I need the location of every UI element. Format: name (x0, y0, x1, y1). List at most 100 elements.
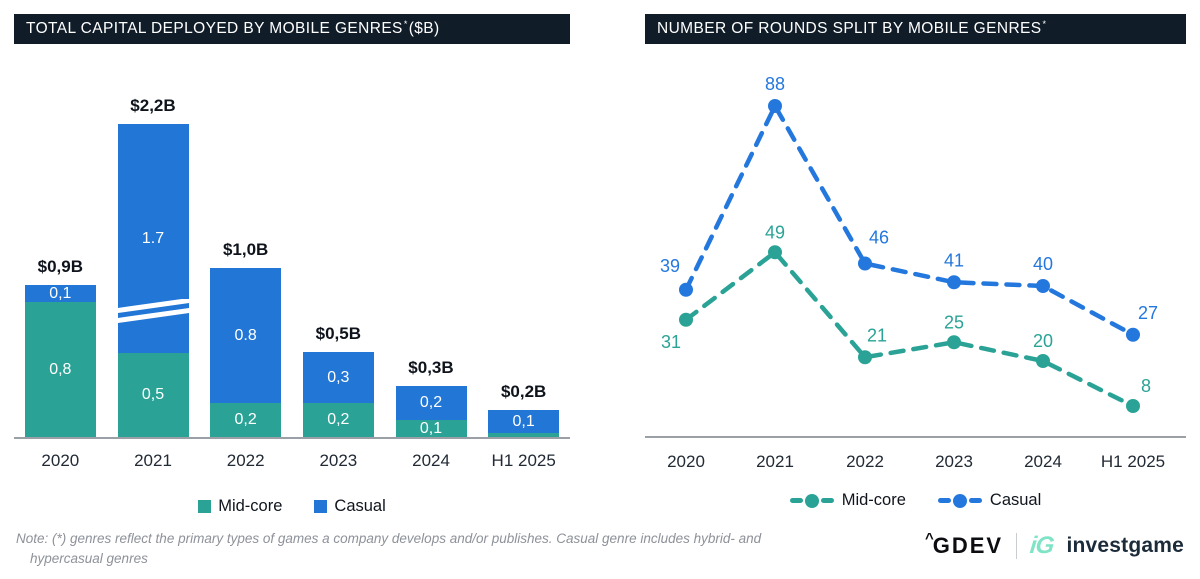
bar-total-2020: $0,9B (37, 257, 84, 276)
left-chart-title: TOTAL CAPITAL DEPLOYED BY MOBILE GENRES *… (14, 14, 570, 44)
legend-swatch (314, 500, 328, 513)
data-point-casual (947, 275, 961, 290)
legend-line-glyph (937, 493, 982, 508)
bar-value-label: 0,3 (327, 368, 350, 386)
x-tick-label: 2022 (226, 451, 265, 470)
right-title-text: NUMBER OF ROUNDS SPLIT BY MOBILE GENRES (657, 20, 1042, 37)
legend-item-mid-core: Mid-core (198, 497, 282, 516)
bar-segment-casual-2022: 0.8 (210, 268, 282, 403)
x-tick-label: 2023 (935, 452, 973, 471)
x-tick-label: H1 2025 (491, 451, 556, 470)
data-point-casual (768, 99, 782, 113)
point-value-label: 88 (765, 74, 785, 94)
point-value-label: 25 (944, 312, 964, 332)
legend-line-glyph (789, 493, 834, 508)
bar-segment-mid-core-2023: 0,2 (302, 403, 374, 437)
data-point-mid-core (768, 245, 782, 260)
bar-segment-mid-core-2022: 0,2 (210, 403, 282, 437)
bar-value-label: 0.8 (234, 326, 257, 344)
rounds-chart-panel: NUMBER OF ROUNDS SPLIT BY MOBILE GENRES *… (645, 14, 1186, 510)
bar-value-label: 0,2 (419, 394, 443, 411)
bar-value-label: 0,1 (49, 284, 72, 302)
x-tick-label: 2024 (412, 451, 450, 470)
data-point-mid-core (1126, 399, 1140, 413)
data-point-casual (1126, 327, 1140, 342)
point-value-label: 31 (661, 332, 681, 352)
data-point-casual (679, 282, 693, 297)
x-tick-label: 2022 (846, 452, 884, 471)
bar-segment-casual-2020: 0,1 (24, 284, 96, 302)
logo-divider (1016, 533, 1018, 559)
capital-chart-panel: TOTAL CAPITAL DEPLOYED BY MOBILE GENRES *… (14, 14, 570, 516)
x-tick-label: 2024 (1024, 452, 1062, 471)
bar-segment-mid-core-2024: 0,1 (395, 419, 467, 437)
point-value-label: 27 (1138, 303, 1158, 323)
line-chart-legend: Mid-core Casual (645, 491, 1186, 510)
data-point-casual (858, 256, 872, 271)
bar-chart-legend: Mid-core Casual (14, 497, 570, 516)
bar-segment-casual-2023: 0,3 (302, 352, 374, 403)
bar-value-label: 0,8 (49, 360, 72, 378)
bar-segment-casual-2024: 0,2 (395, 386, 467, 420)
capital-bar-chart: 0,8 0,1 $0,9B 0,5 1.7 $2,2B 0,2 0.8 $1,0B 0,2 0,3 $… (14, 44, 570, 439)
legend-item-mid-core: Mid-core (789, 491, 906, 510)
bar-value-label: 0,2 (327, 411, 350, 428)
 (937, 498, 951, 503)
bar-total-2024: $0,3B (408, 358, 454, 377)
data-point-mid-core (679, 312, 693, 327)
bar-segment-mid-core-h1-2025 (488, 433, 560, 437)
legend-swatch (198, 500, 212, 513)
 (952, 493, 967, 508)
bar-segment-casual-2021: 1.7 (116, 124, 190, 353)
point-value-label: 40 (1033, 254, 1053, 274)
 (820, 498, 834, 503)
axis-break-mark (116, 299, 190, 329)
investgame-logo-text: investgame (1066, 534, 1184, 557)
legend-item-casual: Casual (314, 497, 386, 516)
point-value-label: 41 (944, 250, 964, 270)
bar-x-axis-labels: 2020 2021 2022 2023 2024 H1 2025 (14, 451, 570, 471)
bar-total-2022: $1,0B (222, 240, 269, 259)
bar-value-label: 0,1 (512, 412, 535, 430)
footnote: Note: (*) genres reflect the primary typ… (16, 531, 762, 567)
bar-value-label: 0,1 (419, 419, 443, 437)
footnote-asterisk: * (1042, 19, 1047, 29)
bar-total-2021: $2,2B (130, 96, 176, 115)
footnote-asterisk: * (403, 19, 408, 29)
x-tick-label: 2021 (134, 451, 172, 470)
bar-value-label: 1.7 (141, 229, 165, 247)
left-title-unit: ($B) (408, 20, 440, 37)
legend-label: Mid-core (218, 497, 283, 515)
x-tick-label: 2020 (41, 451, 80, 470)
point-value-label: 39 (660, 256, 680, 276)
data-point-casual (1036, 279, 1050, 293)
gdev-logo: ^ GDEV (925, 530, 1004, 559)
point-value-label: 49 (765, 222, 785, 242)
investgame-logo-mark: iG (1028, 532, 1055, 559)
bar-segment-mid-core-2021: 0,5 (117, 353, 189, 437)
gdev-logo-text: GDEV (932, 533, 1004, 558)
bar-value-label: 0,5 (141, 386, 165, 403)
line-mid-core (683, 250, 1136, 409)
rounds-line-chart: 2020 2021 2022 2023 2024 H1 2025 31 49 21 25 20 8 39… (645, 74, 1186, 471)
x-tick-label: 2023 (319, 451, 358, 470)
legend-label: Casual (334, 497, 386, 515)
right-chart-title: NUMBER OF ROUNDS SPLIT BY MOBILE GENRES * (645, 14, 1186, 44)
legend-label: Mid-core (841, 491, 906, 509)
point-value-label: 46 (869, 228, 889, 248)
point-value-label: 8 (1141, 376, 1151, 396)
legend-label: Casual (989, 491, 1042, 509)
legend-item-casual: Casual (937, 491, 1042, 510)
data-point-mid-core (1036, 354, 1050, 368)
bar-segment-mid-core-2020: 0,8 (24, 302, 96, 437)
logo-block: ^ GDEV iG investgame (925, 530, 1184, 562)
left-title-text: TOTAL CAPITAL DEPLOYED BY MOBILE GENRES (26, 20, 403, 37)
line-casual (683, 103, 1136, 337)
data-point-mid-core (947, 335, 961, 350)
 (968, 498, 982, 503)
 (789, 498, 803, 503)
bar-value-label: 0,2 (234, 411, 257, 428)
point-value-label: 20 (1033, 331, 1053, 351)
bar-segment-casual-h1-2025: 0,1 (488, 410, 560, 433)
